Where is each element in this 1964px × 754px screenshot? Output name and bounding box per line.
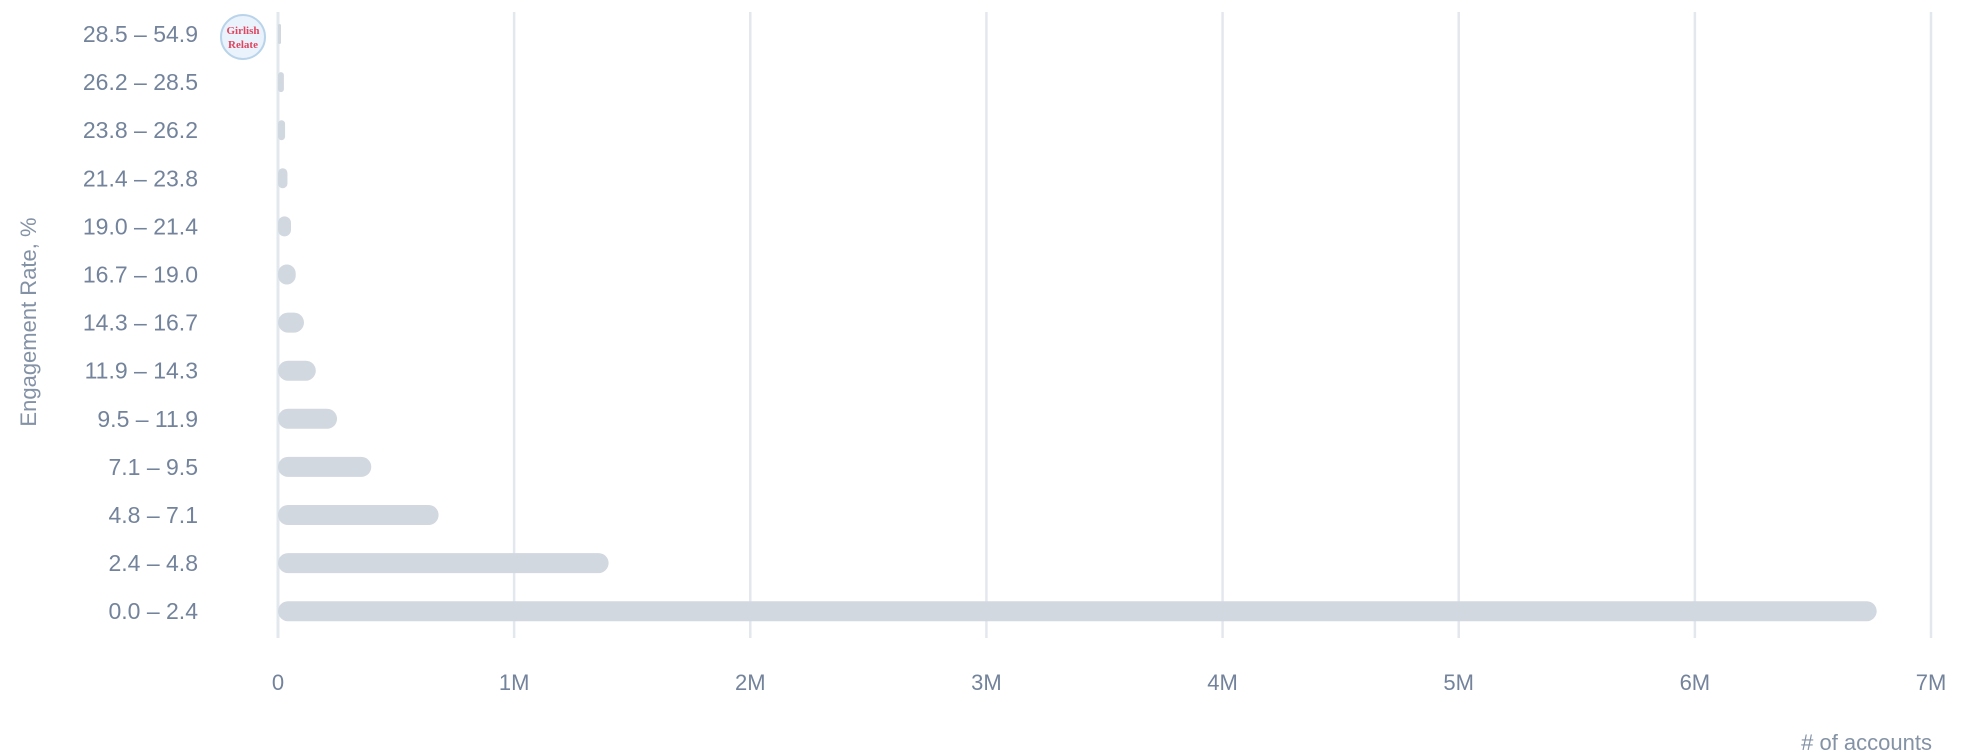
bar xyxy=(278,456,372,477)
bar xyxy=(278,505,439,525)
bar xyxy=(278,312,304,333)
bar xyxy=(278,360,316,381)
category-label: 21.4 – 23.8 xyxy=(83,165,198,191)
bar xyxy=(278,601,1877,622)
category-label: 26.2 – 28.5 xyxy=(83,69,198,95)
category-label: 7.1 – 9.5 xyxy=(108,454,198,480)
x-tick-label: 7M xyxy=(1916,670,1947,695)
account-badge: Girlish Relate xyxy=(220,14,266,60)
x-tick-labels: 0 1M 2M 3M 4M 5M 6M 7M xyxy=(272,670,1946,695)
avatar-text-line1: Girlish xyxy=(226,25,259,37)
category-label: 9.5 – 11.9 xyxy=(97,406,198,432)
account-avatar xyxy=(220,14,266,60)
x-tick-label: 6M xyxy=(1680,670,1711,695)
bar xyxy=(278,168,288,189)
category-label: 28.5 – 54.9 xyxy=(83,21,198,47)
avatar-text-line2: Relate xyxy=(228,39,258,51)
x-tick-label: 2M xyxy=(735,670,766,695)
category-label: 4.8 – 7.1 xyxy=(108,502,198,528)
bar xyxy=(278,408,338,429)
category-label: 16.7 – 19.0 xyxy=(83,262,198,288)
category-label: 2.4 – 4.8 xyxy=(108,550,198,576)
bars xyxy=(278,24,1877,622)
category-label: 19.0 – 21.4 xyxy=(83,213,198,239)
x-tick-label: 1M xyxy=(499,670,530,695)
x-axis-title: # of accounts xyxy=(1801,730,1932,754)
category-label: 0.0 – 2.4 xyxy=(108,598,198,624)
grid-lines xyxy=(276,12,1933,638)
x-tick-label: 5M xyxy=(1443,670,1474,695)
bar xyxy=(278,264,296,285)
category-label: 23.8 – 26.2 xyxy=(83,117,198,143)
x-tick-label: 0 xyxy=(272,670,284,695)
category-label: 11.9 – 14.3 xyxy=(85,358,198,384)
bar xyxy=(278,72,284,93)
bar xyxy=(278,24,281,44)
category-labels: 28.5 – 54.9 26.2 – 28.5 23.8 – 26.2 21.4 – … xyxy=(83,21,198,624)
bar xyxy=(278,120,286,141)
bar xyxy=(278,553,609,574)
x-tick-label: 3M xyxy=(971,670,1002,695)
y-axis-title: Engagement Rate, % xyxy=(16,217,41,426)
bar xyxy=(278,216,291,237)
category-label: 14.3 – 16.7 xyxy=(83,310,198,336)
x-tick-label: 4M xyxy=(1207,670,1238,695)
